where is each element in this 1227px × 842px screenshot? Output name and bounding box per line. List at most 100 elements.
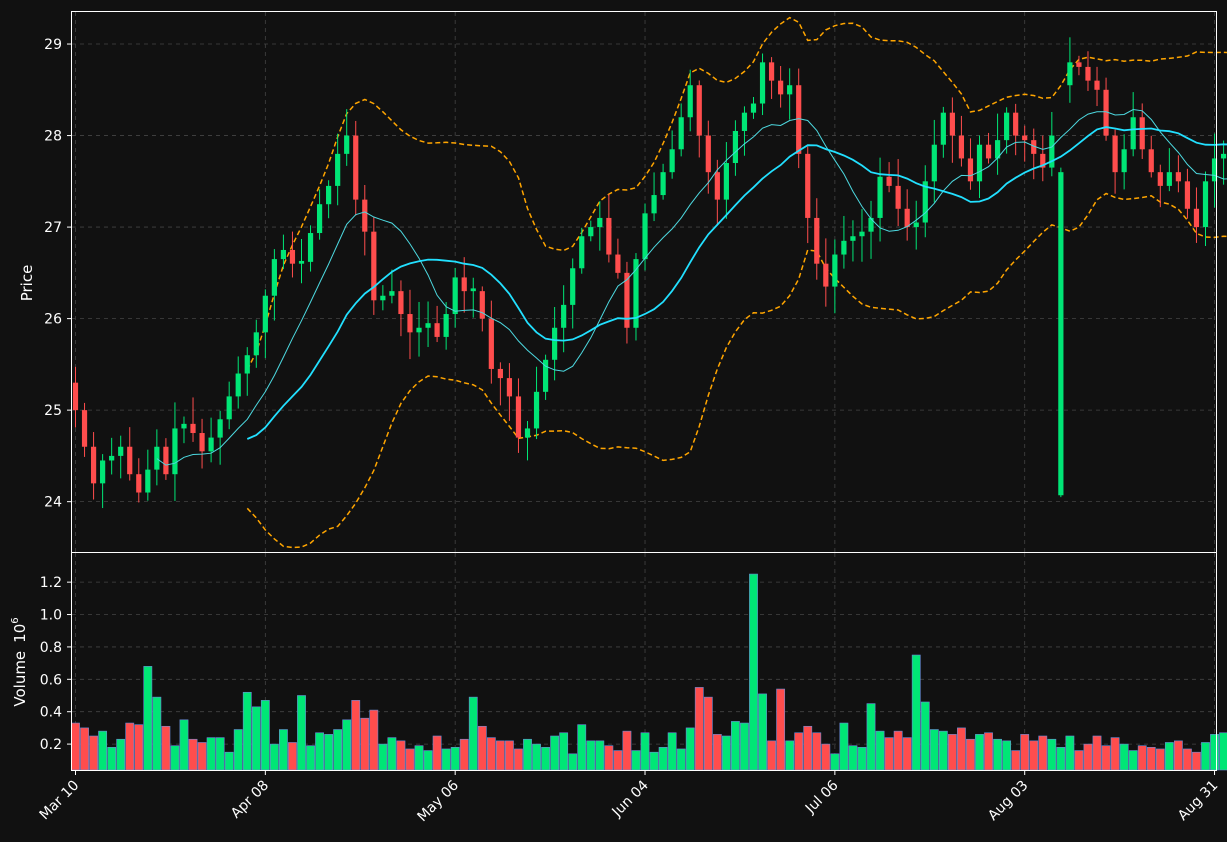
candle <box>967 138 974 190</box>
candlesticks <box>72 37 1227 509</box>
candle-body <box>1121 149 1127 173</box>
volume-bar <box>1128 750 1138 771</box>
candle <box>127 427 133 481</box>
candle-body <box>687 85 693 118</box>
volume-bar <box>586 740 596 771</box>
candle-body <box>696 85 702 136</box>
candle-body <box>289 249 296 264</box>
candle-body <box>1094 80 1100 90</box>
volume-bar <box>966 738 975 771</box>
volume-bar <box>839 722 849 771</box>
candle <box>81 402 88 457</box>
candle <box>1220 140 1227 185</box>
candle <box>895 159 901 227</box>
volume-bar <box>116 738 126 771</box>
volume-bar <box>233 729 243 771</box>
candle-body <box>678 117 684 150</box>
candle <box>606 194 612 263</box>
candle <box>353 120 359 216</box>
price-panel: 24 25 26 27 28 29 Price <box>18 11 1227 553</box>
volume-bar <box>1210 734 1219 771</box>
candle-body <box>488 318 494 369</box>
candle <box>1058 167 1064 498</box>
candle <box>678 103 684 157</box>
volume-bar <box>776 688 786 771</box>
volume-bar <box>1164 742 1174 771</box>
volume-bar <box>251 706 261 771</box>
candle <box>940 106 946 158</box>
candle <box>398 280 404 337</box>
moving-averages <box>156 108 1227 466</box>
candle-body <box>235 373 241 397</box>
candle <box>832 239 838 314</box>
volume-bar <box>1219 732 1227 771</box>
candle <box>253 319 259 368</box>
candle <box>515 378 522 453</box>
candle-body <box>859 231 865 237</box>
volume-bar <box>658 747 668 771</box>
candle-body <box>904 208 910 228</box>
candle-body <box>570 268 576 305</box>
candle <box>778 66 784 108</box>
candle-body <box>316 204 323 234</box>
volume-bar <box>767 740 776 771</box>
volume-bar <box>152 696 162 771</box>
candle <box>588 220 594 242</box>
volume-bar <box>649 751 659 771</box>
volume-bar <box>929 729 939 771</box>
candle <box>651 172 657 222</box>
candle-body <box>705 135 711 173</box>
candle <box>443 302 449 350</box>
volume-bar <box>414 745 424 771</box>
volume-bar <box>269 743 279 771</box>
candle <box>244 347 250 396</box>
volume-bar <box>423 750 433 771</box>
volume-bar <box>369 709 379 771</box>
candle-body <box>949 112 955 136</box>
moving-average-slow-line <box>246 126 1227 440</box>
candle-body <box>669 149 675 173</box>
candle-body <box>1157 172 1163 186</box>
candle-body <box>362 199 368 232</box>
candle-body <box>190 423 196 434</box>
candle <box>72 366 79 428</box>
volume-bar <box>188 738 198 771</box>
candle <box>570 258 576 329</box>
candle <box>1004 107 1010 154</box>
volume-bar <box>1183 748 1192 771</box>
volume-bar <box>514 748 523 771</box>
candle <box>109 437 115 475</box>
candle-body <box>814 217 820 264</box>
candle-body <box>633 259 639 328</box>
volume-bar <box>197 742 207 771</box>
volume-tick-label: 1.0 <box>40 608 62 624</box>
volume-bar <box>1192 751 1201 771</box>
volume-bar <box>432 735 442 771</box>
price-axis-label: Price <box>18 265 36 302</box>
candle-body <box>1076 62 1082 67</box>
volume-bar <box>98 730 108 771</box>
volume-bar <box>622 730 632 771</box>
volume-bar <box>396 740 406 771</box>
volume-bar <box>486 737 496 771</box>
candle <box>389 269 395 304</box>
volume-bar <box>875 730 885 771</box>
candle-body <box>660 172 666 196</box>
candle-body <box>1085 66 1091 81</box>
candle-body <box>967 158 974 182</box>
volume-bar <box>640 732 650 771</box>
volume-bar <box>740 722 749 771</box>
volume-bar <box>1011 750 1021 771</box>
volume-bar <box>71 722 80 771</box>
candle-body <box>1049 135 1055 168</box>
candle-body <box>533 391 540 429</box>
price-tick-label: 26 <box>44 312 62 328</box>
price-tick-label: 25 <box>44 403 62 419</box>
candle-body <box>832 254 838 287</box>
candle <box>1121 134 1127 190</box>
volume-bar <box>803 725 813 771</box>
candle <box>90 432 97 500</box>
candle <box>868 200 874 259</box>
volume-bar <box>170 745 180 771</box>
